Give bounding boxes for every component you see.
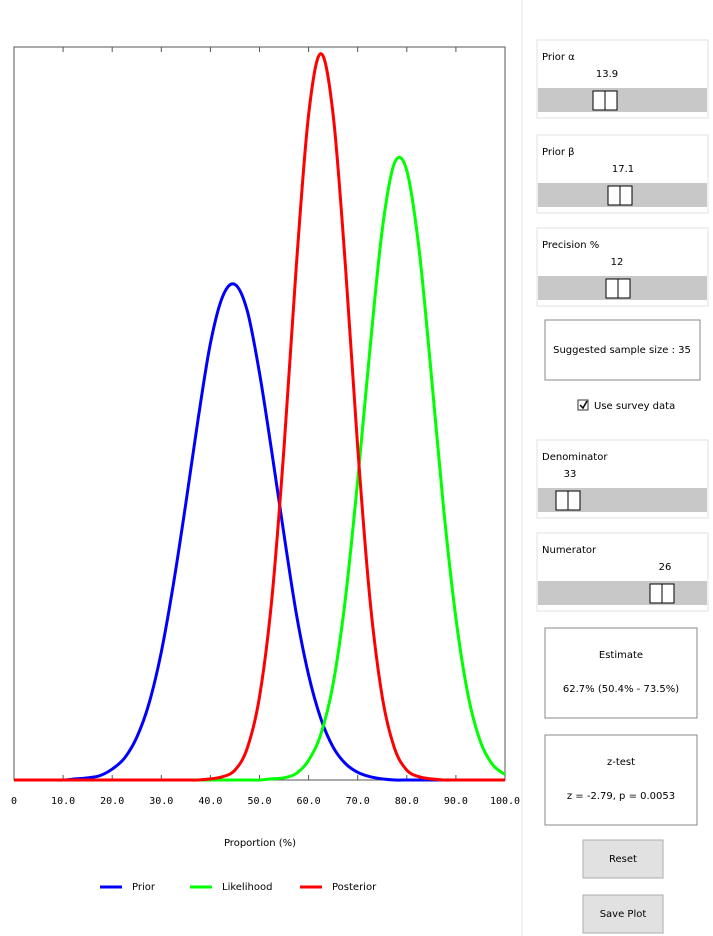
button-label[interactable]: Save Plot	[600, 909, 647, 920]
x-tick-label: 30.0	[149, 796, 173, 807]
slider-value: 26	[659, 562, 672, 573]
estimate-title: Estimate	[599, 650, 643, 661]
ztest-box	[545, 735, 697, 825]
estimate-text: 62.7% (50.4% - 73.5%)	[563, 684, 679, 695]
app-window: Proportion (%) 0 10.0 20.0 30.0 40.0 50.0 60.0…	[0, 0, 713, 936]
legend-label: Posterior	[332, 882, 377, 893]
legend-label: Likelihood	[222, 882, 272, 893]
slider-label: Precision %	[542, 240, 599, 251]
legend-label: Prior	[132, 882, 156, 893]
slider-value: 13.9	[596, 69, 618, 80]
ztest-title: z-test	[607, 757, 635, 768]
checkbox-label: Use survey data	[594, 401, 675, 412]
ztest-text: z = -2.79, p = 0.0053	[567, 791, 675, 802]
slider-label: Prior β	[542, 147, 575, 158]
sample-size-text: Suggested sample size : 35	[553, 345, 691, 356]
x-tick-label: 10.0	[51, 796, 75, 807]
slider-label: Numerator	[542, 545, 597, 556]
slider-label: Denominator	[542, 452, 608, 463]
x-tick-label: 20.0	[100, 796, 124, 807]
slider-value: 17.1	[612, 164, 634, 175]
x-tick-label: 70.0	[346, 796, 370, 807]
x-tick-label: 80.0	[395, 796, 419, 807]
slider-value: 12	[611, 257, 624, 268]
x-tick-label: 90.0	[444, 796, 468, 807]
slider-value: 33	[564, 469, 577, 480]
slider-label: Prior α	[542, 52, 575, 63]
slider-track[interactable]	[538, 581, 707, 605]
x-tick-label: 0	[11, 796, 17, 807]
x-tick-label: 100.0	[490, 796, 520, 807]
button-label[interactable]: Reset	[609, 854, 637, 865]
estimate-box	[545, 628, 697, 718]
x-tick-label: 40.0	[198, 796, 222, 807]
x-tick-label: 50.0	[247, 796, 271, 807]
x-tick-label: 60.0	[297, 796, 321, 807]
x-axis-label: Proportion (%)	[224, 838, 296, 849]
slider-track[interactable]	[538, 88, 707, 112]
